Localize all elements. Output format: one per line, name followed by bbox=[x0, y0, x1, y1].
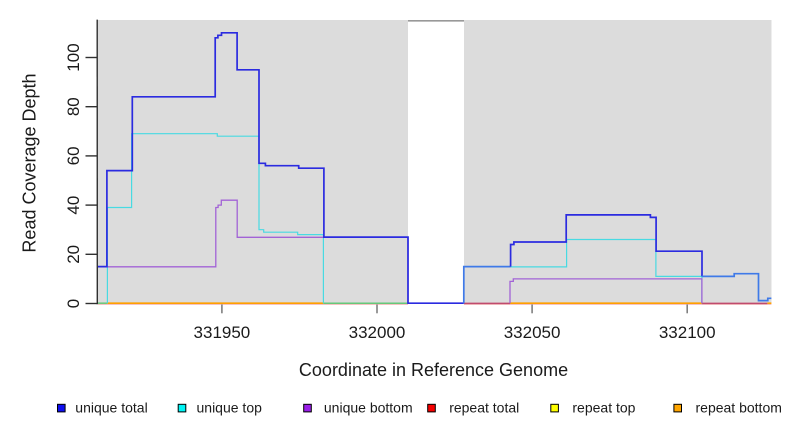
svg-text:20: 20 bbox=[64, 245, 83, 264]
svg-text:100: 100 bbox=[64, 43, 83, 71]
svg-text:60: 60 bbox=[64, 146, 83, 165]
svg-text:unique top: unique top bbox=[197, 400, 263, 416]
svg-text:40: 40 bbox=[64, 196, 83, 215]
svg-text:332050: 332050 bbox=[504, 323, 561, 342]
svg-text:332000: 332000 bbox=[349, 323, 406, 342]
svg-text:unique total: unique total bbox=[75, 400, 147, 416]
svg-text:unique bottom: unique bottom bbox=[324, 400, 413, 416]
svg-text:repeat bottom: repeat bottom bbox=[696, 400, 782, 416]
svg-text:0: 0 bbox=[64, 299, 83, 308]
svg-text:Read Coverage Depth: Read Coverage Depth bbox=[20, 73, 40, 252]
svg-text:80: 80 bbox=[64, 97, 83, 116]
svg-text:Coordinate in Reference Genome: Coordinate in Reference Genome bbox=[299, 360, 568, 380]
svg-text:repeat total: repeat total bbox=[449, 400, 519, 416]
svg-text:331950: 331950 bbox=[194, 323, 251, 342]
svg-text:repeat top: repeat top bbox=[572, 400, 635, 416]
svg-text:332100: 332100 bbox=[659, 323, 716, 342]
